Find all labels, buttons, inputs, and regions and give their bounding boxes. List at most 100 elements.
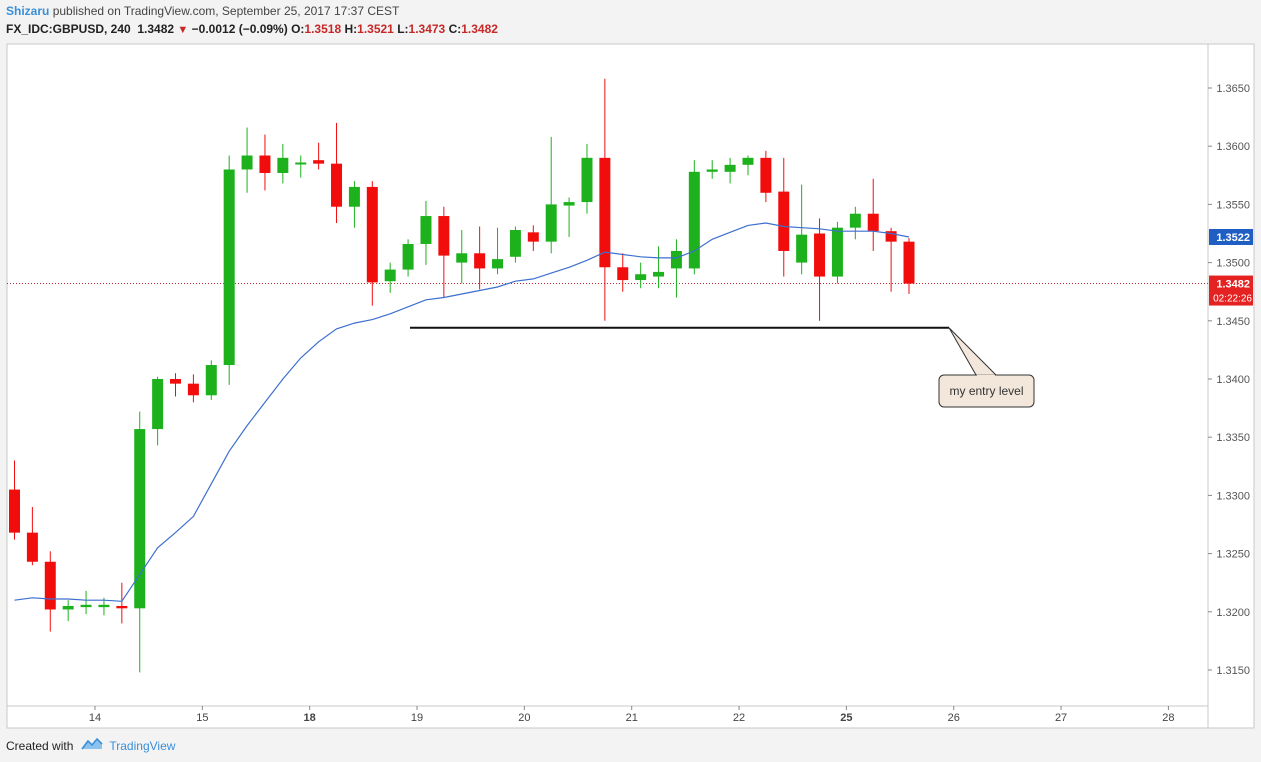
candle [187,374,199,403]
y-tick-label: 1.3450 [1216,316,1250,328]
y-tick-label: 1.3550 [1216,199,1250,211]
low-value: 1.3473 [408,22,446,36]
candle-body [223,169,235,366]
publish-info: Shizaru published on TradingView.com, Se… [6,4,399,18]
candle-body [670,250,682,269]
tradingview-logo-icon [81,737,103,754]
candle-body [581,157,593,203]
candle-body [563,202,575,206]
x-tick-label: 27 [1055,712,1067,724]
candle [205,360,217,400]
x-tick-label: 28 [1162,712,1174,724]
open-label: O: [291,22,305,36]
candle-body [760,157,772,193]
high-value: 1.3521 [357,22,394,36]
candle-body [438,216,450,256]
candle [259,134,271,191]
candle [742,155,754,176]
candle-body [277,157,289,173]
high-label: H: [344,22,358,36]
candle-body [259,155,271,173]
candle [384,262,396,293]
candle-body [814,233,826,277]
created-with-text: Created with [6,738,74,753]
candle-body [742,157,754,165]
candle [670,239,682,298]
candle-body [170,379,182,384]
candle [9,460,20,540]
candle [80,590,92,615]
publish-text: published on TradingView.com, September … [52,4,400,18]
candle [778,157,790,277]
candle [438,206,450,298]
close-value: 1.3482 [461,22,498,36]
x-tick-label: 20 [518,712,530,724]
x-tick-label: 15 [196,712,208,724]
candle [581,143,593,214]
x-tick-label: 26 [948,712,960,724]
price-badges: 1.3522 1.3482 02:22:26 [1209,228,1253,306]
chart-header: Shizaru published on TradingView.com, Se… [0,0,1261,42]
candle [706,160,718,179]
candle [867,178,879,251]
price-change: −0.0012 (−0.09%) [191,22,288,36]
candle [814,218,826,321]
open-value: 1.3518 [304,22,342,36]
candle-body [617,267,629,281]
x-tick-label: 14 [89,712,101,724]
x-tick-label: 25 [840,712,852,724]
candle [348,181,360,228]
candle [635,262,647,289]
candle [509,226,521,263]
y-tick-labels: 1.3150 1.3200 1.3250 1.3300 1.3350 1.3400 1.34… [1208,83,1250,677]
candle [366,181,378,306]
candle-body [402,243,414,270]
candle-body [348,186,360,207]
author-link[interactable]: Shizaru [6,4,50,18]
candle-body [187,383,199,396]
candle [152,376,164,446]
price-axis [1207,43,1255,729]
candle-body [635,274,647,281]
x-tick-label: 18 [304,712,316,724]
footer: Created with TradingView [6,737,175,754]
candle [331,122,343,224]
candle [313,142,325,170]
ma-value-badge [1209,228,1253,245]
candle-body [295,162,307,165]
candle-body [116,605,128,609]
y-tick-label: 1.3250 [1216,549,1250,561]
candle-body [384,269,396,282]
ohlc-legend: FX_IDC:GBPUSD, 240 1.3482 ▼ −0.0012 (−0.… [6,22,498,36]
entry-callout: my entry level [938,327,1035,408]
candle [617,253,629,292]
candle-body [653,271,665,277]
candle-body [44,561,56,610]
candle [724,157,736,184]
tradingview-brand[interactable]: TradingView [109,738,176,753]
y-tick-label: 1.3500 [1216,258,1250,270]
candle-body [80,604,92,608]
candle-body [778,191,790,251]
candle-body [724,164,736,172]
candle-body [527,232,539,242]
candle [62,600,74,622]
y-tick-label: 1.3350 [1216,432,1250,444]
close-label: C: [448,22,462,36]
candle-body [599,157,611,268]
candle [223,155,235,385]
candle [849,206,861,240]
candle [474,226,486,290]
candle-body [706,169,718,172]
candle [688,160,700,275]
ma-value-label: 1.3522 [1216,232,1250,244]
candle-body [134,429,146,609]
y-tick-label: 1.3600 [1216,141,1250,153]
current-price-badge [1209,275,1253,306]
symbol-label[interactable]: FX_IDC:GBPUSD, 240 [6,22,131,36]
candle-body [545,204,557,242]
candle [492,227,504,275]
candle-body [492,259,504,269]
candle-body [62,605,74,610]
